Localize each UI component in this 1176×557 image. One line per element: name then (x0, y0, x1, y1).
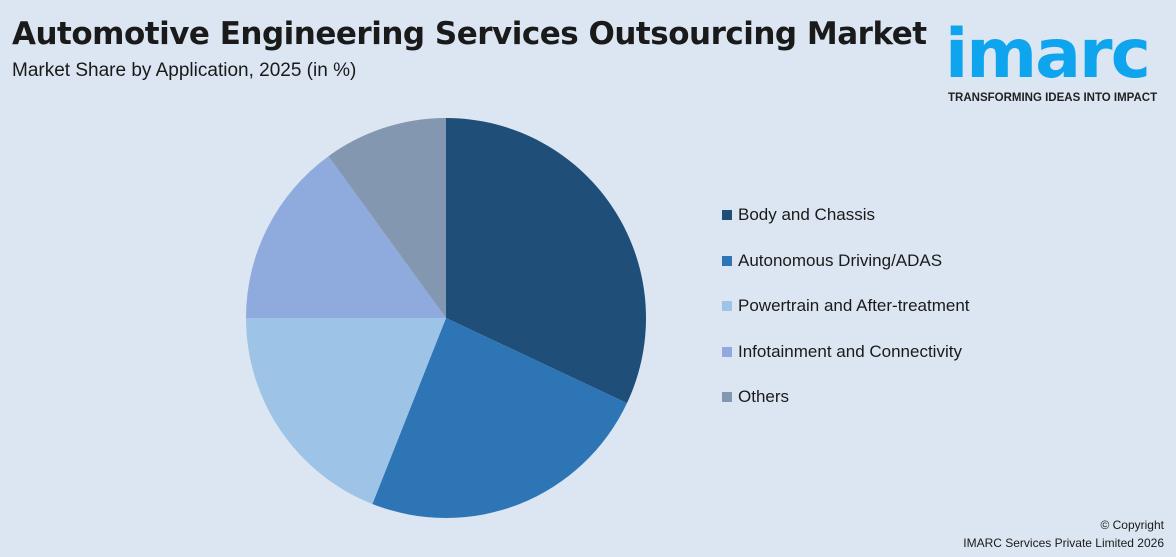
legend-label: Body and Chassis (738, 205, 876, 224)
pie-slice-others (328, 118, 446, 318)
copyright-company: IMARC Services Private Limited 2026 (963, 536, 1164, 550)
legend-item: Body and Chassis (722, 205, 875, 225)
legend-label: Autonomous Driving/ADAS (738, 251, 943, 270)
pie-slice-infotainment-and-connectivity (246, 156, 446, 318)
legend-item: Powertrain and After-treatment (722, 296, 970, 316)
logo-tagline: TRANSFORMING IDEAS INTO IMPACT (948, 92, 1158, 104)
legend-swatch (722, 256, 732, 266)
pie-slice-autonomous-driving-adas (372, 318, 627, 518)
legend-item: Infotainment and Connectivity (722, 342, 962, 362)
copyright: © Copyright IMARC Services Private Limit… (963, 516, 1164, 552)
legend-label: Infotainment and Connectivity (738, 342, 962, 361)
legend-label: Powertrain and After-treatment (738, 296, 970, 315)
pie-slice-body-and-chassis (446, 118, 646, 404)
legend-swatch (722, 392, 732, 402)
legend-swatch (722, 347, 732, 357)
chart-subtitle: Market Share by Application, 2025 (in %) (12, 60, 357, 81)
chart-title: Automotive Engineering Services Outsourc… (12, 16, 927, 52)
legend-swatch (722, 301, 732, 311)
logo-wordmark: imarc (945, 15, 1151, 94)
copyright-label: © Copyright (1100, 518, 1164, 532)
pie-slice-powertrain-and-after-treatment (246, 318, 446, 504)
legend-item: Others (722, 387, 789, 407)
legend-label: Others (738, 387, 790, 406)
imarc-logo: imarc TRANSFORMING IDEAS INTO IMPACT (945, 12, 1171, 112)
legend-item: Autonomous Driving/ADAS (722, 251, 942, 271)
legend-swatch (722, 210, 732, 220)
